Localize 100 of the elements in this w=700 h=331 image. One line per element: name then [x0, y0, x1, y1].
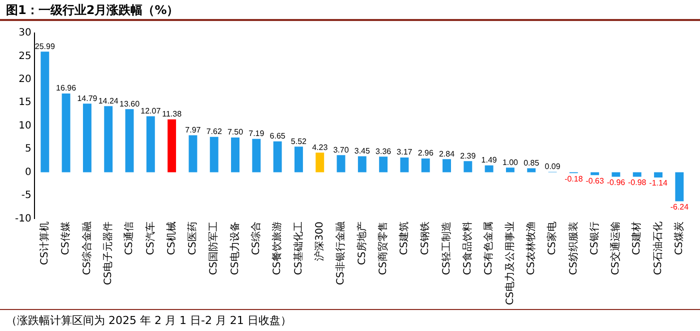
x-tick-label: CS银行 [589, 222, 600, 256]
bar [654, 172, 663, 178]
data-label: 3.36 [376, 146, 392, 156]
data-label: 7.19 [248, 129, 265, 138]
x-tick-label: CS非银行金融 [334, 222, 347, 286]
bar [188, 135, 198, 172]
data-label: 1.00 [502, 158, 519, 167]
data-label: 13.60 [119, 99, 140, 108]
x-tick-label: CS有色金属 [482, 222, 495, 276]
bar [442, 159, 451, 172]
data-label: 7.97 [185, 125, 202, 134]
x-tick-label: CS交通运输 [610, 222, 622, 276]
chart-title: 图1：一级行业2月涨跌幅（%） [6, 2, 179, 19]
bar [421, 158, 430, 172]
bar [379, 156, 388, 172]
x-tick-label: 沪深300 [313, 222, 326, 261]
data-label: 1.49 [481, 156, 498, 165]
bar [400, 158, 409, 172]
bar [632, 172, 642, 177]
y-tick-label: 20 [18, 74, 32, 86]
bar [358, 156, 366, 172]
data-label: 0.09 [544, 162, 561, 172]
data-label: 4.23 [312, 142, 328, 152]
data-label: 12.07 [140, 106, 162, 116]
data-label: 25.99 [34, 42, 56, 51]
data-label: -0.18 [564, 174, 584, 184]
x-tick-label: CS建材 [630, 222, 643, 256]
data-label: 11.38 [162, 110, 182, 119]
x-tick-label: CS计算机 [38, 222, 50, 266]
text: （涨跌幅计算区间为 2025 年 2 月 1 日-2 月 21 日收盘） [6, 313, 292, 328]
x-tick-label: CS食品饮料 [462, 222, 474, 276]
y-tick-label: -10 [14, 213, 32, 224]
data-label: 2.39 [460, 151, 476, 160]
y-tick-label: 15 [18, 97, 32, 108]
x-tick-label: CS农林牧渔 [524, 222, 537, 276]
x-tick-label: CS电力及公用事业 [504, 222, 516, 306]
x-tick-label: CS纺织服装 [567, 222, 580, 276]
bar [316, 152, 324, 172]
bar [125, 109, 134, 172]
data-label: 14.79 [77, 94, 98, 103]
bar [231, 137, 240, 172]
x-tick-label: CS煤炭 [673, 222, 686, 256]
x-tick-label: CS国防军工 [208, 222, 220, 276]
x-tick-label: CS通信 [123, 222, 136, 256]
data-label: 7.62 [206, 127, 222, 136]
bar [484, 165, 494, 172]
x-tick-label: CS医药 [186, 222, 199, 256]
x-tick-label: CS传媒 [60, 222, 72, 256]
x-tick-label: CS综合金融 [80, 222, 93, 276]
x-tick-label: CS电子元器件 [102, 222, 114, 286]
x-tick-label: CS钢铁 [419, 222, 432, 256]
x-tick-label: CS综合 [250, 222, 262, 256]
data-label: 6.65 [270, 132, 286, 141]
bar [336, 155, 346, 172]
bar [527, 168, 536, 172]
y-tick-label: 0 [24, 166, 32, 178]
bar [62, 94, 70, 172]
data-label: 16.96 [56, 84, 77, 93]
y-tick-label: 5 [24, 144, 32, 155]
bar [210, 136, 218, 172]
data-label: -0.63 [586, 176, 604, 186]
bar [506, 168, 514, 172]
bar [40, 52, 50, 172]
data-label: 14.24 [98, 96, 119, 106]
y-tick-label: -5 [21, 190, 32, 202]
x-tick-label: CS建筑 [398, 222, 410, 256]
x-tick-label: CS商贸零售 [376, 222, 389, 276]
bar [612, 172, 620, 177]
x-tick-label: CS石油石化 [652, 222, 664, 276]
x-tick-label: CS汽车 [144, 222, 156, 256]
data-label: 3.70 [333, 145, 350, 154]
bar [252, 138, 261, 172]
bar [294, 146, 303, 172]
data-label: 3.45 [354, 146, 370, 156]
x-tick-label: CS房地产 [356, 222, 368, 266]
bar [464, 161, 472, 172]
x-tick-label: CS轻工制造 [440, 222, 452, 276]
data-label: -0.96 [606, 178, 626, 187]
data-label: 3.17 [396, 148, 413, 157]
x-tick-label: CS机械 [165, 222, 178, 256]
bar [675, 172, 684, 202]
data-label: 0.85 [524, 158, 540, 168]
data-label: -1.14 [649, 178, 668, 188]
y-tick-label: 10 [18, 120, 32, 132]
data-label: -0.98 [628, 178, 647, 188]
data-label: -6.24 [670, 202, 690, 212]
x-tick-label: CS餐饮旅游 [271, 222, 284, 276]
bar [273, 141, 282, 172]
data-label: 2.84 [438, 149, 456, 158]
bar [104, 106, 113, 172]
x-tick-label: CS基础化工 [292, 222, 304, 276]
data-label: 2.96 [418, 148, 434, 158]
bar [82, 104, 92, 172]
bar [146, 116, 155, 172]
x-tick-label: CS电力设备 [228, 222, 241, 276]
y-tick-label: 30 [18, 28, 32, 39]
data-label: 7.50 [227, 128, 244, 137]
bar [168, 119, 176, 172]
data-label: 5.52 [290, 136, 308, 146]
x-tick-label: CS家电 [546, 222, 558, 256]
